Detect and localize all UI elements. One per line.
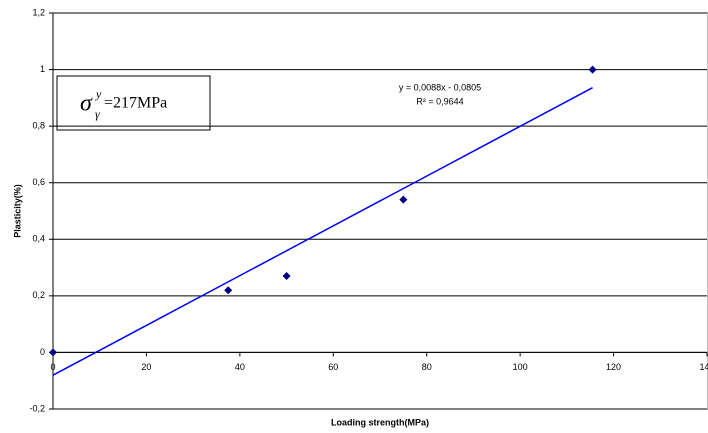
point	[224, 286, 233, 295]
y-tick-label: 0,4	[32, 234, 45, 244]
annotation-sub: γ	[95, 107, 100, 121]
annotation-box	[56, 75, 211, 131]
plot-area	[52, 12, 708, 410]
x-tick-label: 60	[328, 362, 338, 372]
y-tick-label: 0	[40, 347, 45, 357]
annotation-sup: y	[95, 87, 102, 101]
annotation-text: =217MPa	[104, 95, 167, 112]
x-axis-label: Loading strength(MPa)	[331, 417, 429, 427]
point	[49, 348, 57, 357]
y-axis-label: Plasticity(%)	[12, 184, 22, 238]
x-tick-label: 20	[141, 362, 151, 372]
y-tick-label: 0,2	[32, 290, 45, 300]
x-tick-label: 120	[606, 362, 621, 372]
y-tick-label: 0,8	[32, 121, 45, 131]
y-tick-label: 1	[40, 64, 45, 74]
point	[282, 272, 291, 281]
y-tick-label: -0,2	[29, 403, 45, 413]
trendline-equation: y = 0,0088x - 0,0805	[399, 82, 481, 92]
trendline	[52, 87, 593, 376]
x-tick-label: 100	[513, 362, 528, 372]
y-tick-label: 0,6	[32, 177, 45, 187]
trendline-r2: R² = 0,9644	[416, 96, 463, 106]
x-tick-label: 80	[422, 362, 432, 372]
x-tick-label: 0	[50, 362, 55, 372]
x-tick-label: 140	[699, 362, 708, 372]
point	[399, 195, 408, 204]
y-tick-label: 1,2	[32, 7, 45, 17]
point	[588, 65, 597, 74]
x-tick-label: 40	[235, 362, 245, 372]
annotation-symbol: σ	[80, 91, 93, 117]
